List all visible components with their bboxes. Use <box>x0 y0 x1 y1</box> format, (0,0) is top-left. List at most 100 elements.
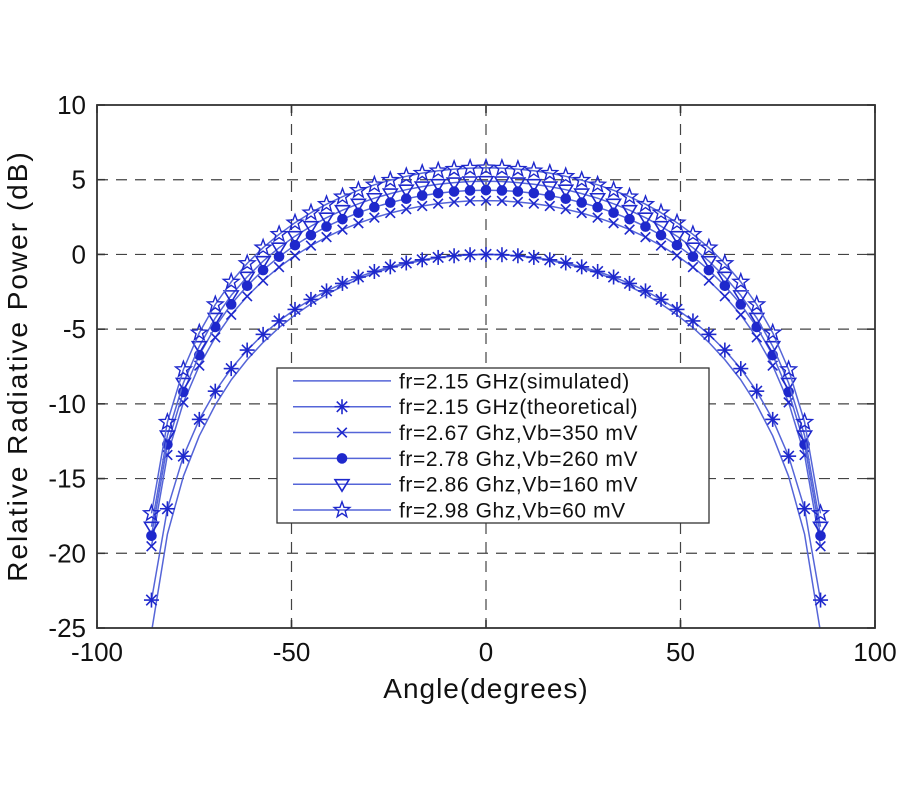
x-marker <box>146 540 157 552</box>
asterisk-marker <box>542 252 558 268</box>
circle-filled-marker <box>560 193 572 204</box>
pentagram-marker <box>332 499 352 519</box>
asterisk-marker <box>382 259 398 275</box>
pentagram-marker <box>810 503 831 522</box>
triangle-down-marker <box>429 178 447 193</box>
x-marker <box>384 207 396 219</box>
asterisk-marker <box>350 269 366 285</box>
circle-filled-marker <box>146 530 157 542</box>
pentagram-marker <box>237 253 257 272</box>
pentagram-marker <box>396 166 417 185</box>
asterisk-marker <box>606 269 622 285</box>
x-marker <box>321 231 332 243</box>
circle-filled-marker <box>336 453 348 464</box>
circle-filled-marker <box>687 251 699 262</box>
pentagram-marker <box>587 174 608 194</box>
circle-filled-marker <box>448 186 460 197</box>
x-tick-label: -50 <box>273 637 311 667</box>
asterisk-marker <box>319 283 335 299</box>
x-tick-label: 50 <box>666 637 695 667</box>
pentagram-marker <box>316 193 337 213</box>
asterisk-marker <box>813 592 829 608</box>
legend-label: fr=2.98 Ghz,Vb=60 mV <box>399 500 626 523</box>
triangle-down-marker <box>206 312 224 327</box>
asterisk-marker <box>781 448 797 464</box>
triangle-down-marker <box>238 271 256 286</box>
triangle-down-marker <box>445 177 463 192</box>
triangle-down-marker <box>222 290 240 304</box>
triangle-down-marker <box>349 198 367 213</box>
asterisk-marker <box>653 291 669 307</box>
x-marker <box>400 203 412 215</box>
triangle-down-marker <box>143 521 160 536</box>
pentagram-marker <box>508 158 528 178</box>
asterisk-marker <box>334 399 350 415</box>
x-marker <box>703 275 715 286</box>
pentagram-marker <box>301 202 321 222</box>
x-marker <box>432 198 444 209</box>
legend-label: fr=2.67 Ghz,Vb=350 mV <box>399 422 638 445</box>
x-marker <box>416 200 428 212</box>
circle-filled-marker <box>576 197 587 208</box>
asterisk-marker <box>303 291 319 307</box>
asterisk-marker <box>765 411 781 427</box>
x-marker <box>735 309 747 321</box>
asterisk-marker <box>143 592 159 608</box>
pentagram-marker <box>746 294 767 313</box>
asterisk-marker <box>637 283 653 299</box>
asterisk-marker <box>526 249 542 265</box>
asterisk-marker <box>366 263 382 279</box>
x-marker <box>544 200 556 212</box>
triangle-down-marker <box>286 230 304 245</box>
series-3 <box>146 195 826 552</box>
x-marker <box>273 261 285 273</box>
y-tick-label: -15 <box>48 464 86 494</box>
asterisk-marker <box>590 263 606 279</box>
circle-filled-marker <box>321 221 332 232</box>
x-marker <box>512 196 524 208</box>
pentagram-marker <box>667 212 687 232</box>
legend-entry: fr=2.15 GHz(theoretical) <box>293 396 638 419</box>
x-marker <box>528 198 540 209</box>
x-marker <box>624 224 635 235</box>
series-6 <box>141 157 831 522</box>
pentagram-marker <box>715 253 735 272</box>
triangle-down-marker <box>493 176 511 191</box>
x-marker <box>241 290 253 302</box>
triangle-down-marker <box>365 192 383 207</box>
triangle-down-marker <box>254 255 272 270</box>
y-tick-label: -25 <box>48 613 86 643</box>
y-tick-label: 5 <box>72 165 86 195</box>
circle-filled-marker <box>353 207 364 219</box>
circle-filled-marker <box>815 530 826 542</box>
x-marker <box>815 540 826 552</box>
pentagram-marker <box>731 271 751 291</box>
pentagram-marker <box>157 411 178 431</box>
pentagram-marker <box>492 157 512 177</box>
circle-filled-marker <box>655 229 667 241</box>
x-marker <box>464 195 476 207</box>
circle-filled-marker <box>464 185 476 196</box>
asterisk-marker <box>558 255 574 271</box>
asterisk-marker <box>669 301 685 317</box>
pentagram-marker <box>189 322 210 342</box>
asterisk-marker <box>207 383 223 399</box>
asterisk-marker <box>271 313 287 329</box>
circle-filled-marker <box>416 190 428 201</box>
asterisk-marker <box>414 252 430 268</box>
legend-label: fr=2.15 GHz(theoretical) <box>399 396 638 419</box>
x-tick-label: -100 <box>71 637 123 667</box>
asterisk-marker <box>175 448 191 464</box>
triangle-down-marker <box>174 377 192 392</box>
triangle-down-marker <box>700 255 718 270</box>
x-marker <box>225 309 237 321</box>
circle-filled-marker <box>751 321 763 333</box>
circle-filled-marker <box>480 184 492 196</box>
triangle-down-marker <box>684 242 702 257</box>
asterisk-marker <box>749 383 765 399</box>
circle-filled-marker <box>671 239 683 251</box>
pentagram-marker <box>540 162 560 182</box>
asterisk-marker <box>733 361 749 377</box>
pentagram-marker <box>348 180 369 199</box>
circle-filled-marker <box>432 187 444 199</box>
